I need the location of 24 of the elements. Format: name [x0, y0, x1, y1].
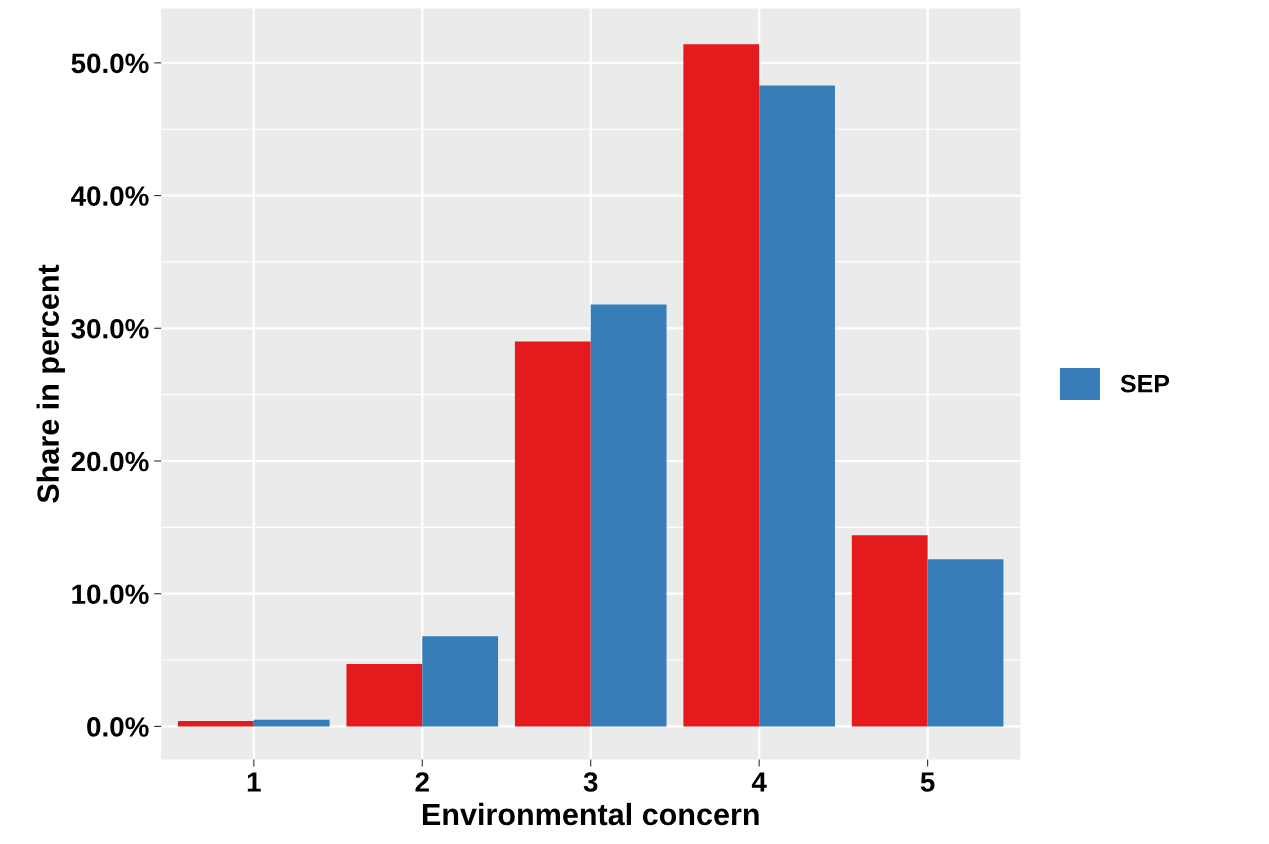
- bar: [422, 636, 499, 727]
- x-tick-label: 5: [920, 772, 935, 792]
- bar: [253, 719, 330, 727]
- x-tick-label: 2: [415, 772, 429, 792]
- y-tick-label: 20.0%: [71, 451, 149, 472]
- bar: [683, 44, 760, 727]
- y-tick-label: 0.0%: [87, 717, 149, 737]
- x-axis-title: Environmental concern: [422, 802, 759, 826]
- y-tick-label: 30.0%: [71, 318, 149, 339]
- bar: [514, 341, 591, 727]
- bar: [346, 664, 423, 727]
- y-tick-label: 10.0%: [72, 584, 149, 605]
- y-tick-label: 50.0%: [71, 53, 149, 74]
- x-tick-label: 4: [751, 772, 767, 792]
- x-tick-label: 1: [247, 772, 261, 792]
- y-axis-title: Share in percent: [36, 264, 66, 503]
- y-tick-label: 40.0%: [71, 186, 149, 206]
- bar: [759, 85, 835, 727]
- bar: [178, 721, 254, 727]
- bar: [851, 535, 928, 727]
- bar: [590, 304, 667, 727]
- legend-label: SEP: [1120, 374, 1170, 393]
- bar: [927, 559, 1004, 727]
- x-tick-label: 3: [583, 772, 598, 792]
